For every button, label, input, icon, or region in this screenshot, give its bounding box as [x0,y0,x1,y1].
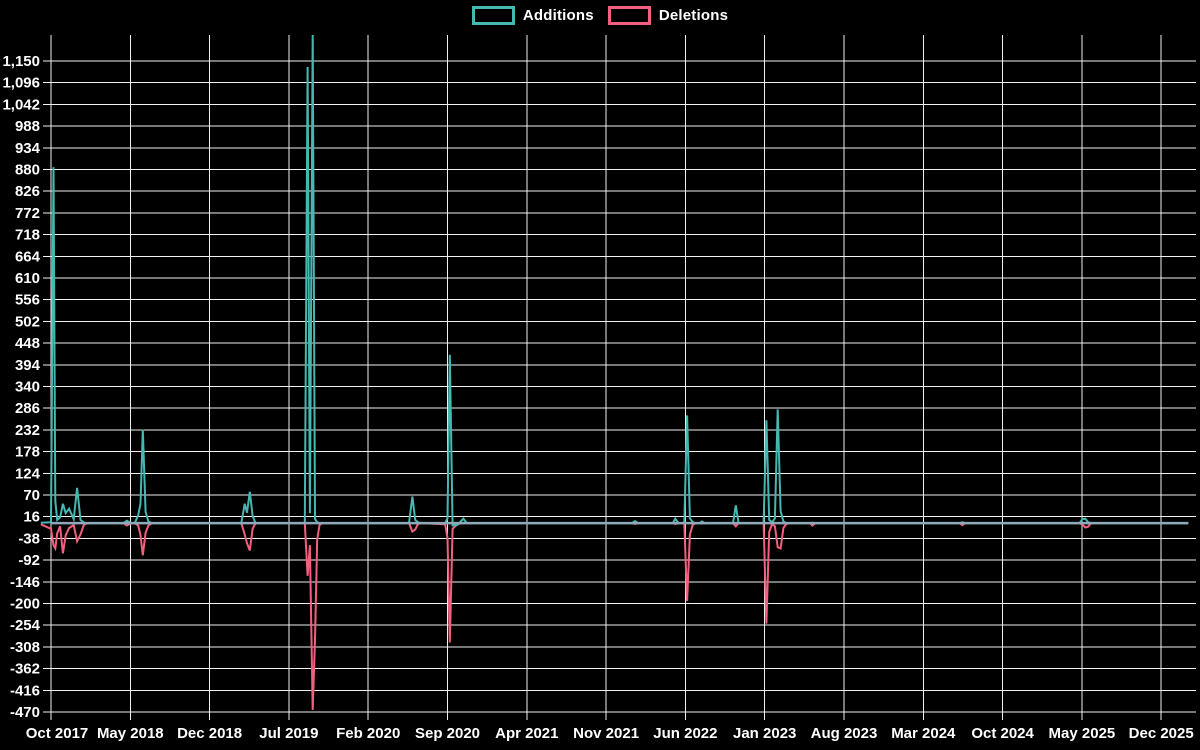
y-tick-label: 880 [15,162,40,179]
y-tick-label: 610 [15,270,40,287]
x-tick-label: Feb 2020 [336,725,400,742]
x-gridlines [50,35,1162,721]
y-tick-label: -38 [18,530,40,547]
y-tick-label: 286 [15,400,40,417]
x-tick-label: Aug 2023 [811,725,878,742]
legend-label-additions: Additions [522,7,594,24]
additions-line [40,35,1189,527]
y-tick-label: -200 [10,596,40,613]
additions-swatch [471,6,515,25]
y-tick-label: 718 [15,227,40,244]
y-tick-label: 502 [15,313,40,330]
x-tick-label: May 2025 [1049,725,1116,742]
y-tick-label: 772 [15,205,40,222]
legend-item-additions[interactable]: Additions [471,6,594,25]
x-tick-label: Oct 2024 [971,725,1034,742]
y-tick-label: 1,150 [2,53,40,70]
y-tick-label: -470 [10,704,40,721]
y-tick-label: -92 [18,552,40,569]
legend-label-deletions: Deletions [658,7,729,24]
chart-legend: Additions Deletions [0,6,1200,25]
x-tick-label: Dec 2018 [177,725,242,742]
y-tick-label: 394 [15,357,41,374]
y-tick-label: 556 [15,292,40,309]
deletions-swatch [607,6,651,25]
y-tick-label: 448 [15,335,40,352]
y-tick-labels: 1,150 1,096 1,042 988 934 880 826 772 718 664 610 5… [2,53,40,721]
x-tick-label: May 2018 [97,725,164,742]
x-tick-label: Sep 2020 [415,725,480,742]
y-tick-label: -416 [10,682,40,699]
y-tick-label: 1,042 [2,96,40,113]
deletions-line [40,522,1189,711]
x-tick-label: Dec 2025 [1129,725,1194,742]
y-tick-label: -362 [10,661,40,678]
y-tick-label: -146 [10,574,40,591]
y-tick-label: 934 [15,140,41,157]
x-tick-labels: Oct 2017 May 2018 Dec 2018 Jul 2019 Feb 2020… [26,725,1194,742]
y-gridlines [43,60,1196,713]
y-tick-label: 16 [23,509,40,526]
x-tick-label: Mar 2024 [891,725,956,742]
x-tick-label: Oct 2017 [26,725,89,742]
y-tick-label: 340 [15,379,40,396]
y-tick-label: 664 [15,248,41,265]
x-tick-label: Nov 2021 [573,725,639,742]
y-tick-label: 178 [15,444,40,461]
x-tick-label: Apr 2021 [495,725,558,742]
y-tick-label: 826 [15,183,40,200]
y-tick-label: 232 [15,422,40,439]
legend-item-deletions[interactable]: Deletions [607,6,729,25]
x-tick-label: Jan 2023 [733,725,796,742]
x-tick-label: Jun 2022 [653,725,717,742]
y-tick-label: 124 [15,465,41,482]
y-tick-label: 1,096 [2,75,40,92]
y-tick-label: -308 [10,639,40,656]
y-tick-label: 70 [23,487,40,504]
x-tick-label: Jul 2019 [259,725,318,742]
y-tick-label: 988 [15,118,40,135]
y-tick-label: -254 [10,617,41,634]
